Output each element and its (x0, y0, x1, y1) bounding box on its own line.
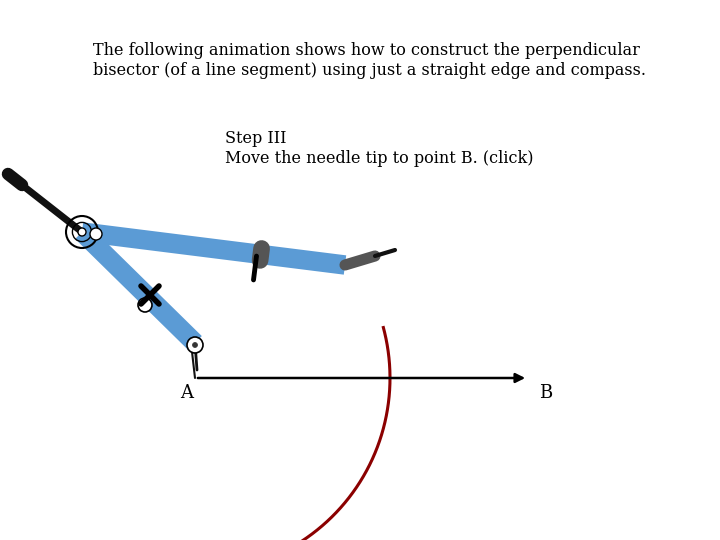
Text: Step III
Move the needle tip to point B. (click): Step III Move the needle tip to point B.… (225, 130, 534, 167)
Text: A: A (181, 384, 194, 402)
Text: B: B (539, 384, 553, 402)
Circle shape (90, 228, 102, 240)
Text: The following animation shows how to construct the perpendicular
bisector (of a : The following animation shows how to con… (93, 42, 646, 79)
Circle shape (192, 342, 197, 348)
Circle shape (78, 228, 86, 236)
Circle shape (138, 298, 152, 312)
Circle shape (187, 337, 203, 353)
